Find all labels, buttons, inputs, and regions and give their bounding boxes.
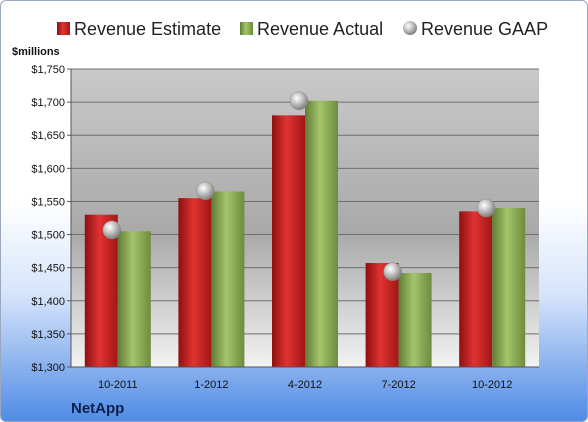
marker-revenue-gaap — [289, 91, 309, 111]
legend-swatch-gaap — [403, 21, 417, 35]
marker-revenue-gaap — [196, 181, 215, 201]
y-tick-label: $1,350 — [31, 329, 65, 341]
y-tick-label: $1,300 — [31, 362, 65, 374]
y-unit-label: $millions — [12, 46, 60, 58]
y-axis: $1,300 $1,350 $1,400 $1,450 $1,500 $1,550 $1,6… — [31, 64, 72, 374]
bar-revenue-actual — [211, 191, 245, 367]
x-tick-label: 4-2012 — [288, 379, 322, 391]
x-tick-label: 7-2012 — [381, 379, 415, 391]
y-tick-label: $1,700 — [31, 97, 65, 109]
y-tick-label: $1,600 — [31, 163, 65, 175]
legend-swatch-actual — [240, 22, 253, 35]
bar-revenue-estimate — [459, 211, 493, 367]
bar-revenue-actual — [398, 272, 432, 367]
legend-swatch-estimate — [57, 22, 70, 35]
bar-revenue-actual — [305, 100, 338, 367]
gaap-markers — [102, 91, 496, 281]
x-axis: 10-2011 1-2012 4-2012 7-2012 10-2012 — [71, 366, 539, 391]
legend: Revenue Estimate Revenue Actual Revenue … — [57, 19, 548, 39]
y-tick-label: $1,400 — [31, 296, 65, 308]
bar-revenue-estimate — [178, 198, 212, 367]
legend-label-gaap: Revenue GAAP — [421, 19, 548, 39]
x-tick-label: 10-2011 — [98, 379, 138, 391]
y-tick-label: $1,500 — [31, 230, 65, 242]
bar-revenue-actual — [492, 208, 526, 367]
bar-revenue-actual — [117, 231, 151, 367]
y-tick-label: $1,450 — [31, 263, 65, 275]
x-tick-label: 1-2012 — [194, 379, 228, 391]
y-tick-label: $1,650 — [31, 130, 65, 142]
y-tick-label: $1,750 — [31, 64, 65, 76]
company-name: NetApp — [71, 400, 124, 417]
bar-revenue-estimate — [84, 214, 118, 367]
marker-revenue-gaap — [102, 220, 122, 240]
legend-label-actual: Revenue Actual — [257, 19, 383, 39]
x-tick-label: 10-2012 — [472, 379, 512, 391]
legend-label-estimate: Revenue Estimate — [74, 19, 221, 39]
marker-revenue-gaap — [383, 262, 402, 281]
y-tick-label: $1,550 — [31, 196, 65, 208]
bar-revenue-estimate — [272, 115, 305, 367]
bars — [84, 100, 526, 367]
marker-revenue-gaap — [476, 198, 496, 218]
